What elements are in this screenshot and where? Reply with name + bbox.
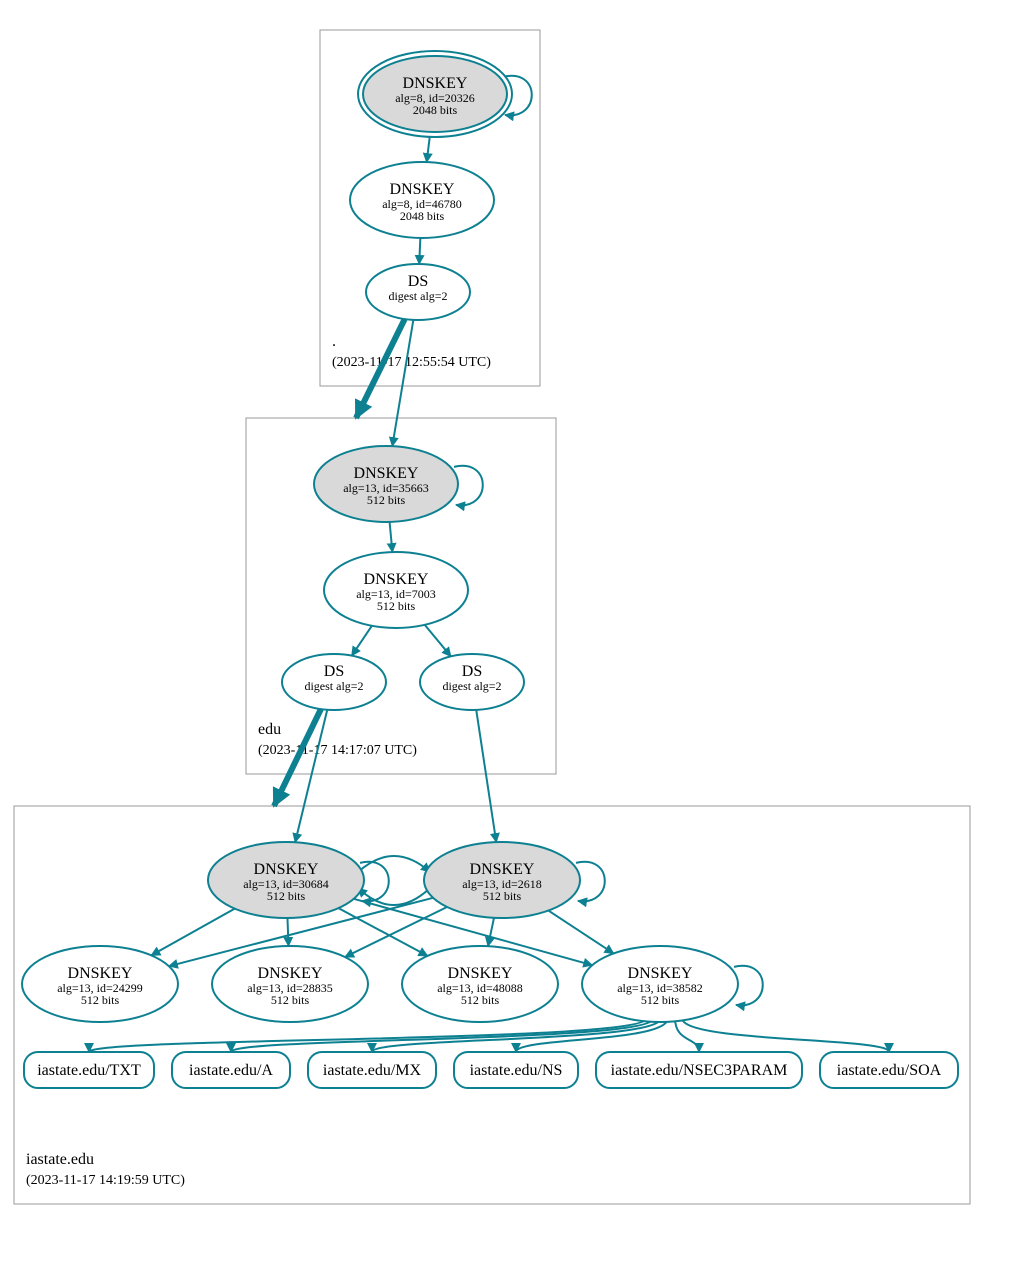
edge-n8-n11 xyxy=(287,918,288,946)
node-n6-title: DS xyxy=(324,663,344,680)
zone-iastate-label: iastate.edu xyxy=(26,1151,94,1168)
node-n7-line2: digest alg=2 xyxy=(442,679,501,693)
record-r4: iastate.edu/NS xyxy=(454,1052,578,1088)
node-n8: DNSKEYalg=13, id=30684512 bits xyxy=(208,842,364,918)
record-r4-label: iastate.edu/NS xyxy=(470,1062,563,1079)
edge-n8-n10 xyxy=(151,909,235,956)
record-r1-label: iastate.edu/TXT xyxy=(37,1062,141,1079)
node-n5-line3: 512 bits xyxy=(377,599,416,613)
node-n4-title: DNSKEY xyxy=(354,465,419,482)
zone-root-time: (2023-11-17 12:55:54 UTC) xyxy=(332,355,491,370)
node-n4: DNSKEYalg=13, id=35663512 bits xyxy=(314,446,458,522)
dnssec-diagram: . (2023-11-17 12:55:54 UTC) edu (2023-11-17… xyxy=(0,0,1036,1278)
node-n7: DSdigest alg=2 xyxy=(420,654,524,710)
edge-n13-r1 xyxy=(89,1018,647,1052)
record-r5: iastate.edu/NSEC3PARAM xyxy=(596,1052,802,1088)
node-n1: DNSKEYalg=8, id=203262048 bits xyxy=(358,51,512,137)
node-n2: DNSKEYalg=8, id=467802048 bits xyxy=(350,162,494,238)
node-n5-title: DNSKEY xyxy=(364,571,429,588)
zone-root-label: . xyxy=(332,333,336,350)
edge-n9-n11 xyxy=(345,907,447,957)
node-n13: DNSKEYalg=13, id=38582512 bits xyxy=(582,946,738,1022)
node-n11: DNSKEYalg=13, id=28835512 bits xyxy=(212,946,368,1022)
node-n7-title: DS xyxy=(462,663,482,680)
node-n9-line3: 512 bits xyxy=(483,889,522,903)
node-n9-title: DNSKEY xyxy=(470,861,535,878)
node-n12-title: DNSKEY xyxy=(448,965,513,982)
node-n10-title: DNSKEY xyxy=(68,965,133,982)
zone-iastate-time: (2023-11-17 14:19:59 UTC) xyxy=(26,1173,185,1188)
record-r1: iastate.edu/TXT xyxy=(24,1052,154,1088)
node-n11-title: DNSKEY xyxy=(258,965,323,982)
node-n10-line3: 512 bits xyxy=(81,993,120,1007)
node-n12: DNSKEYalg=13, id=48088512 bits xyxy=(402,946,558,1022)
node-n6: DSdigest alg=2 xyxy=(282,654,386,710)
node-n3-line2: digest alg=2 xyxy=(388,289,447,303)
node-n1-title: DNSKEY xyxy=(403,75,468,92)
node-n11-line3: 512 bits xyxy=(271,993,310,1007)
edge-n9-n13 xyxy=(548,911,613,954)
record-r6-label: iastate.edu/SOA xyxy=(837,1062,942,1079)
node-n13-line3: 512 bits xyxy=(641,993,680,1007)
record-r3-label: iastate.edu/MX xyxy=(323,1062,422,1079)
edge-n13-r6 xyxy=(682,1018,889,1052)
edge-n7-n9 xyxy=(476,710,496,842)
edge-n5-n6 xyxy=(352,626,372,656)
edge-n2-n3 xyxy=(419,238,420,264)
node-n8-line3: 512 bits xyxy=(267,889,306,903)
zone-edu-time: (2023-11-17 14:17:07 UTC) xyxy=(258,743,417,758)
node-n2-line3: 2048 bits xyxy=(400,209,445,223)
edge-n13-r5 xyxy=(675,1018,699,1052)
node-n12-line3: 512 bits xyxy=(461,993,500,1007)
edge-n4-n5 xyxy=(390,522,393,552)
edge-n9-n12 xyxy=(488,918,494,946)
edge-n8-n9 xyxy=(358,856,430,872)
record-r2-label: iastate.edu/A xyxy=(189,1062,273,1079)
node-n8-title: DNSKEY xyxy=(254,861,319,878)
zone-edu-label: edu xyxy=(258,721,281,738)
node-n6-line2: digest alg=2 xyxy=(304,679,363,693)
node-n2-title: DNSKEY xyxy=(390,181,455,198)
node-n13-title: DNSKEY xyxy=(628,965,693,982)
node-n1-line3: 2048 bits xyxy=(413,103,458,117)
edge-n5-n7 xyxy=(425,625,451,657)
node-n3-title: DS xyxy=(408,273,428,290)
node-n10: DNSKEYalg=13, id=24299512 bits xyxy=(22,946,178,1022)
record-r5-label: iastate.edu/NSEC3PARAM xyxy=(611,1062,788,1079)
node-n3: DSdigest alg=2 xyxy=(366,264,470,320)
record-r3: iastate.edu/MX xyxy=(308,1052,436,1088)
records-layer: iastate.edu/TXT iastate.edu/A iastate.edu/… xyxy=(24,1052,958,1088)
nodes-layer: DNSKEYalg=8, id=203262048 bits DNSKEYalg=… xyxy=(22,51,738,1022)
record-r6: iastate.edu/SOA xyxy=(820,1052,958,1088)
record-r2: iastate.edu/A xyxy=(172,1052,290,1088)
node-n4-line3: 512 bits xyxy=(367,493,406,507)
node-n5: DNSKEYalg=13, id=7003512 bits xyxy=(324,552,468,628)
node-n9: DNSKEYalg=13, id=2618512 bits xyxy=(424,842,580,918)
